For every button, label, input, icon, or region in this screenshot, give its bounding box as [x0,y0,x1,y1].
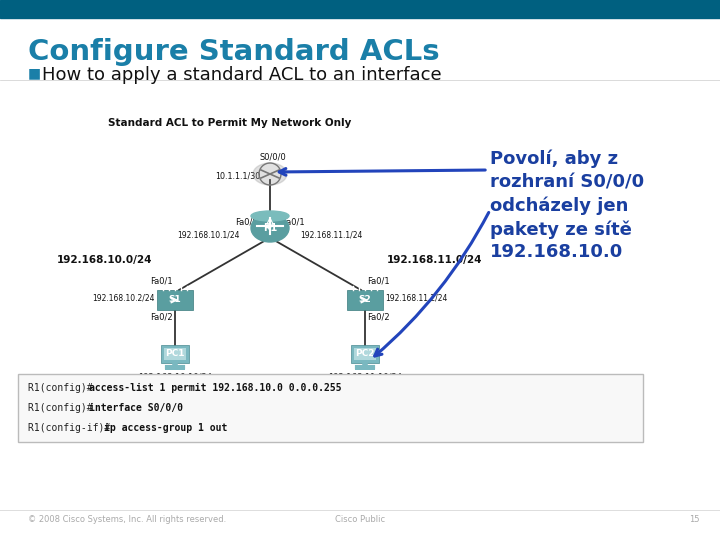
Text: ■: ■ [28,66,41,80]
Text: R1(config)#: R1(config)# [28,383,99,393]
Bar [165,366,185,370]
Bar [157,290,193,310]
Bar [351,345,379,363]
Text: Fa0/2: Fa0/2 [367,312,390,321]
Text: 192.168.11.10/24: 192.168.11.10/24 [328,373,402,382]
Text: Configure Standard ACLs: Configure Standard ACLs [28,38,440,66]
Text: How to apply a standard ACL to an interface: How to apply a standard ACL to an interf… [42,66,441,84]
Ellipse shape [251,214,289,242]
Bar [347,290,383,310]
Text: 192.168.10.10/24: 192.168.10.10/24 [138,373,212,382]
Text: R1(config)#: R1(config)# [28,403,99,413]
Text: ip access-group 1 out: ip access-group 1 out [104,423,227,433]
Text: Standard ACL to Permit My Network Only: Standard ACL to Permit My Network Only [108,118,351,128]
Bar [354,348,376,360]
Text: PC1: PC1 [166,349,185,359]
Text: Povolí, aby z
rozhraní S0/0/0
odcházely jen
pakety ze sítě
192.168.10.0: Povolí, aby z rozhraní S0/0/0 odcházely … [490,150,644,261]
Text: interface S0/0/0: interface S0/0/0 [89,403,183,413]
Text: R1: R1 [263,223,277,233]
Text: 10.1.1.1/30: 10.1.1.1/30 [215,172,260,180]
Text: Cisco Public: Cisco Public [335,516,385,524]
Text: 192.168.10.2/24: 192.168.10.2/24 [92,294,155,302]
Text: S1: S1 [168,295,181,305]
Text: 192.168.10.1/24: 192.168.10.1/24 [178,231,240,240]
Text: 192.168.11.2/24: 192.168.11.2/24 [385,294,447,302]
Ellipse shape [251,211,289,221]
Bar [355,366,375,370]
Text: PC2: PC2 [355,349,374,359]
Ellipse shape [253,163,287,185]
Text: Fa0/1: Fa0/1 [367,277,390,286]
Text: © 2008 Cisco Systems, Inc. All rights reserved.: © 2008 Cisco Systems, Inc. All rights re… [28,516,226,524]
Text: S0/0/0: S0/0/0 [260,153,287,162]
Text: R1(config-if)#: R1(config-if)# [28,423,116,433]
Bar [164,348,186,360]
Text: 192.168.10.0/24: 192.168.10.0/24 [58,255,153,265]
Text: Fa0/1: Fa0/1 [150,277,173,286]
Text: 192.168.11.1/24: 192.168.11.1/24 [300,231,362,240]
FancyBboxPatch shape [18,374,643,442]
Text: 15: 15 [690,516,700,524]
Text: Fa0/1: Fa0/1 [282,218,305,226]
Text: Fa0/0: Fa0/0 [235,218,258,226]
Text: Fa0/2: Fa0/2 [150,312,173,321]
Bar [0,0,720,18]
Text: S2: S2 [359,295,372,305]
Bar [161,345,189,363]
Text: access-list 1 permit 192.168.10.0 0.0.0.255: access-list 1 permit 192.168.10.0 0.0.0.… [89,383,341,393]
Text: 192.168.11.0/24: 192.168.11.0/24 [387,255,482,265]
